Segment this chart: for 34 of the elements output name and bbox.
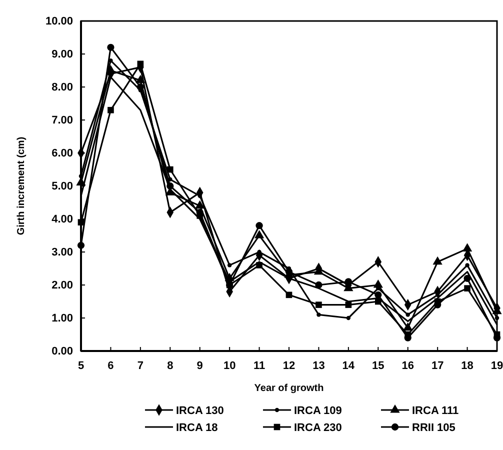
y-tick-label: 10.00 <box>45 16 73 28</box>
y-tick-label: 1.00 <box>52 312 73 325</box>
y-tick-label: 6.00 <box>52 148 73 160</box>
legend-label: IRCA 18 <box>176 422 218 434</box>
x-tick-label: 16 <box>402 360 414 372</box>
x-tick-label: 19 <box>490 360 503 372</box>
y-axis-title: Girth increment (cm) <box>16 136 27 236</box>
x-tick-label: 10 <box>223 360 236 372</box>
y-tick-label: 5.00 <box>52 180 73 193</box>
x-tick-label: 13 <box>312 360 325 372</box>
x-tick-label: 15 <box>372 360 384 372</box>
x-tick-label: 9 <box>196 360 203 372</box>
y-tick-label: 8.00 <box>52 82 73 94</box>
x-tick-label: 14 <box>342 360 356 372</box>
y-tick-label: 4.00 <box>52 214 73 226</box>
legend-label: IRCA 230 <box>294 422 342 434</box>
x-tick-label: 6 <box>108 360 114 372</box>
x-axis-title: Year of growth <box>254 383 324 394</box>
legend-label: IRCA 111 <box>412 405 459 417</box>
x-tick-label: 7 <box>137 360 144 372</box>
x-tick-label: 17 <box>431 360 444 372</box>
legend-label: RRII 105 <box>412 422 456 434</box>
legend-label: IRCA 130 <box>176 405 224 417</box>
x-tick-label: 18 <box>461 360 474 372</box>
x-tick-label: 5 <box>78 360 84 372</box>
y-tick-label: 2.00 <box>52 280 73 292</box>
y-tick-label: 9.00 <box>52 48 73 61</box>
x-tick-label: 12 <box>282 360 296 372</box>
x-tick-label: 8 <box>167 360 174 372</box>
legend-label: IRCA 109 <box>294 405 342 417</box>
y-tick-label: 3.00 <box>52 246 73 259</box>
x-tick-label: 11 <box>253 360 266 372</box>
y-tick-label: 7.00 <box>52 114 73 127</box>
y-tick-label: 0.00 <box>52 346 73 358</box>
